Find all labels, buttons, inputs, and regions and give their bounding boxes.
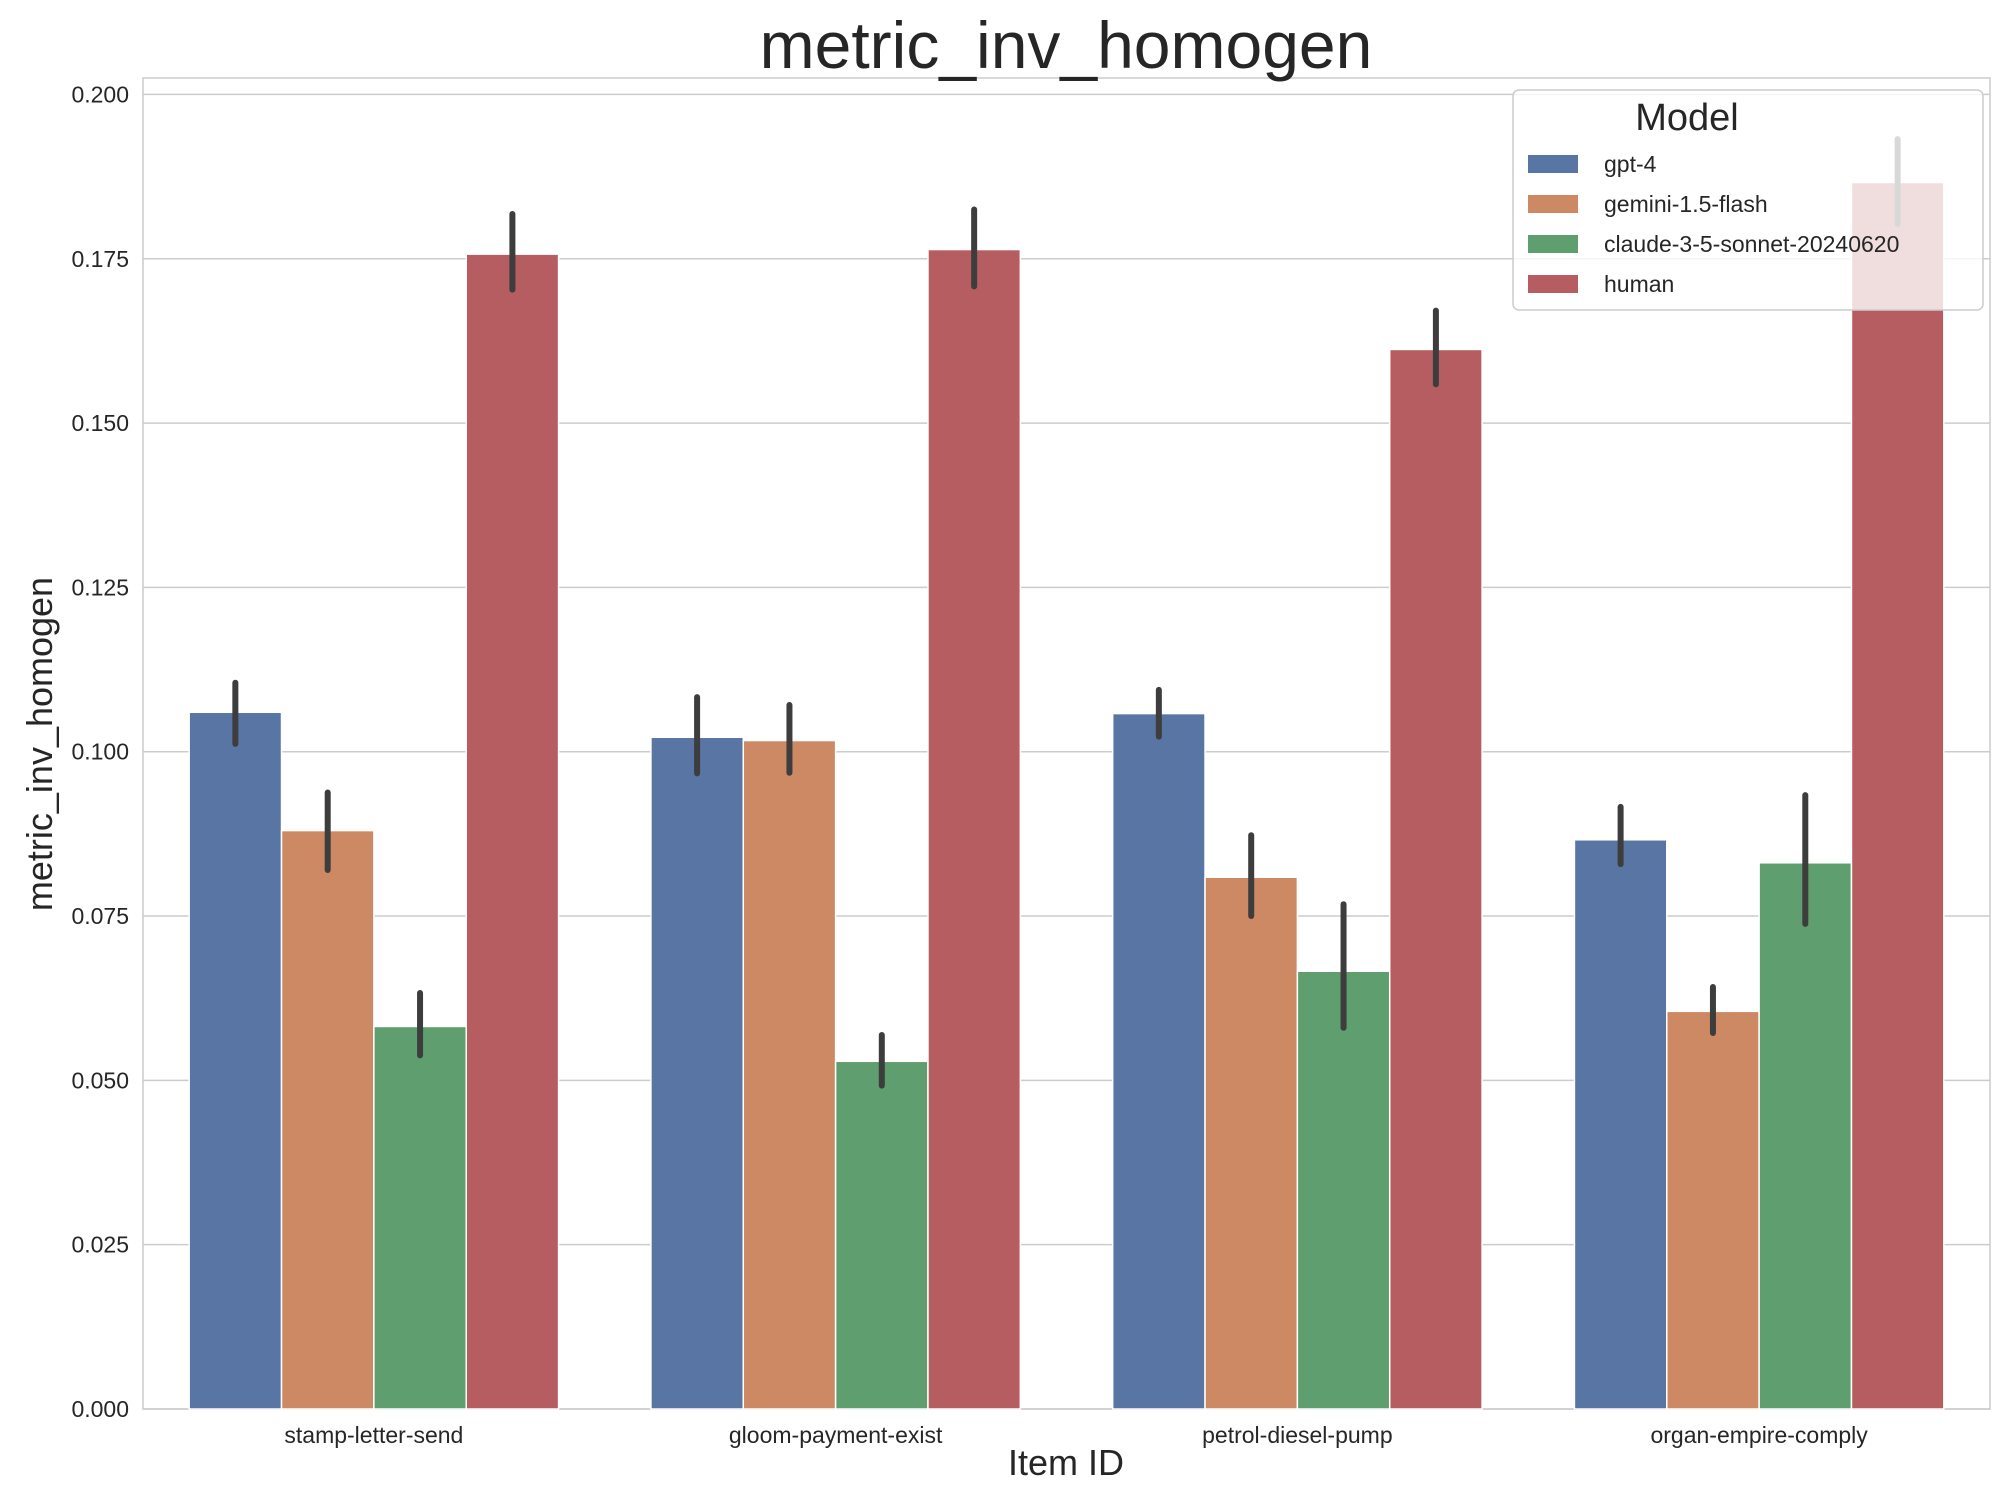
legend-label: gpt-4 <box>1604 151 1657 177</box>
y-axis-label: metric_inv_homogen <box>19 577 60 911</box>
bar-gpt-4 <box>1573 839 1668 1410</box>
y-tick-label: 0.200 <box>71 81 129 107</box>
y-tick-label: 0.150 <box>71 410 129 436</box>
y-tick-label: 0.000 <box>71 1396 129 1422</box>
bar-human <box>1388 348 1483 1410</box>
bars <box>188 181 1945 1410</box>
legend-swatch <box>1528 155 1578 173</box>
legend-label: human <box>1604 271 1674 297</box>
bar-claude-3-5-sonnet-20240620 <box>373 1025 467 1410</box>
legend-swatch <box>1528 275 1578 293</box>
bar-gemini-1.5-flash <box>1666 1010 1760 1410</box>
bar-gpt-4 <box>188 711 283 1410</box>
bar-claude-3-5-sonnet-20240620 <box>1758 862 1853 1410</box>
x-tick-label: petrol-diesel-pump <box>1202 1422 1392 1448</box>
y-tick-label: 0.050 <box>71 1067 129 1093</box>
legend-label: gemini-1.5-flash <box>1604 191 1768 217</box>
y-tick-label: 0.125 <box>71 574 129 600</box>
y-axis-ticks: 0.000 0.025 0.050 0.075 0.100 0.125 0.150 0.175… <box>71 81 129 1422</box>
y-tick-label: 0.075 <box>71 903 129 929</box>
chart-title: metric_inv_homogen <box>760 8 1373 82</box>
bar-gpt-4 <box>650 736 745 1410</box>
y-tick-label: 0.025 <box>71 1232 129 1258</box>
y-tick-label: 0.100 <box>71 739 129 765</box>
legend-swatch <box>1528 235 1578 253</box>
legend-title: Model <box>1635 97 1739 139</box>
x-tick-label: organ-empire-comply <box>1650 1422 1868 1448</box>
x-tick-label: gloom-payment-exist <box>729 1422 943 1448</box>
bar-claude-3-5-sonnet-20240620 <box>834 1060 929 1410</box>
legend-swatch <box>1528 195 1578 213</box>
bar-gemini-1.5-flash <box>1204 876 1299 1410</box>
x-axis-label: Item ID <box>1008 1442 1124 1483</box>
x-axis-ticks: stamp-letter-send gloom-payment-exist petr… <box>284 1422 1868 1448</box>
bar-human <box>1850 181 1945 1410</box>
bar-human <box>927 248 1022 1410</box>
y-tick-label: 0.175 <box>71 246 129 272</box>
legend-label: claude-3-5-sonnet-20240620 <box>1604 231 1899 257</box>
bar-gemini-1.5-flash <box>742 739 837 1410</box>
bar-claude-3-5-sonnet-20240620 <box>1296 970 1391 1410</box>
legend-items: gpt-4 gemini-1.5-flash claude-3-5-sonnet-2… <box>1528 151 1899 297</box>
x-tick-label: stamp-letter-send <box>284 1422 463 1448</box>
legend: Model gpt-4 gemini-1.5-flash claude-3-5-so… <box>1512 89 1984 311</box>
bar-human <box>465 253 560 1410</box>
legend-box <box>1512 89 1984 311</box>
bar-gemini-1.5-flash <box>280 829 375 1410</box>
bar-gpt-4 <box>1111 712 1206 1410</box>
